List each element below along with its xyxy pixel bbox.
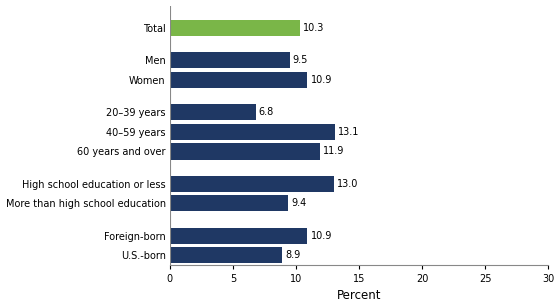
Text: 6.8: 6.8 — [259, 107, 274, 117]
Bar — [170, 124, 335, 140]
Bar — [170, 228, 307, 244]
Bar — [170, 20, 300, 36]
Text: 9.5: 9.5 — [293, 55, 308, 65]
Text: 13.1: 13.1 — [338, 127, 360, 137]
Bar — [170, 195, 288, 211]
Text: 10.3: 10.3 — [303, 23, 324, 33]
Text: 11.9: 11.9 — [323, 147, 344, 156]
X-axis label: Percent: Percent — [337, 290, 381, 302]
Text: 13.0: 13.0 — [337, 179, 358, 189]
Bar — [170, 144, 320, 160]
Bar — [170, 104, 255, 120]
Text: 8.9: 8.9 — [285, 250, 301, 260]
Bar — [170, 176, 334, 192]
Text: 9.4: 9.4 — [292, 198, 307, 208]
Bar — [170, 72, 307, 88]
Bar — [170, 247, 282, 263]
Text: 10.9: 10.9 — [310, 75, 332, 85]
Text: 10.9: 10.9 — [310, 231, 332, 241]
Bar — [170, 52, 290, 68]
